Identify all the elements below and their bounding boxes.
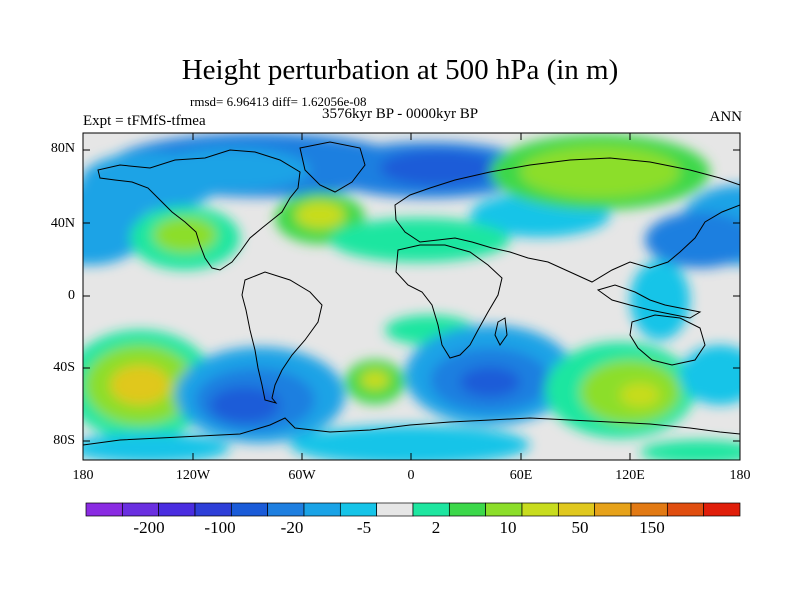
experiment-label: Expt = tFMfS-tfmea — [83, 113, 206, 129]
contour-region — [295, 201, 345, 229]
colorbar-swatch — [448, 502, 487, 517]
season-label: ANN — [709, 109, 743, 125]
contour-region — [520, 146, 680, 198]
stats-label: rmsd= 6.96413 diff= 1.62056e-08 — [190, 94, 367, 109]
colorbar-swatch — [412, 502, 450, 517]
colorbar-swatch — [485, 502, 523, 517]
colorbar-swatch — [267, 502, 305, 517]
contour-region — [83, 433, 230, 460]
period-label: 3576kyr BP - 0000kyr BP — [322, 106, 479, 122]
colorbar-swatch — [194, 502, 232, 517]
colorbar-label: -20 — [280, 518, 304, 537]
contour-region — [360, 370, 390, 390]
contour-region — [110, 365, 170, 405]
colorbar-swatch — [630, 502, 668, 517]
x-tick-label: 180 — [72, 468, 94, 483]
colorbar-swatch — [230, 502, 269, 517]
colorbar-label: -200 — [133, 518, 165, 537]
coastline-southeast-asia — [596, 284, 702, 319]
coastline-greenland — [299, 141, 366, 193]
colorbar-label: -100 — [204, 518, 236, 537]
colorbar-label: 50 — [571, 518, 589, 537]
y-tick-label: 80S — [53, 433, 75, 448]
colorbar — [85, 502, 741, 517]
coastline-africa — [395, 244, 503, 359]
contour-region — [680, 345, 740, 405]
colorbar-swatch — [85, 502, 123, 517]
coastline-north-america — [97, 149, 301, 271]
contour-field — [83, 133, 740, 460]
contour-region — [290, 425, 530, 460]
x-tick-label: 180 — [729, 468, 751, 483]
x-tick-label: 120W — [175, 468, 211, 483]
contour-region — [630, 260, 690, 340]
y-tick-label: 40N — [50, 216, 75, 231]
coastline-australia — [629, 314, 706, 366]
contour-region — [460, 367, 520, 397]
contour-region — [620, 383, 660, 407]
y-tick-label: 0 — [68, 288, 75, 303]
x-tick-label: 60W — [288, 468, 316, 483]
contour-region — [83, 185, 150, 265]
contour-region — [640, 440, 740, 460]
colorbar-swatch — [594, 502, 632, 517]
contour-region — [330, 218, 510, 262]
coastline-madagascar — [494, 317, 508, 346]
y-tick-label: 40S — [53, 360, 75, 375]
colorbar-swatch — [521, 502, 559, 517]
contour-region — [210, 387, 280, 423]
colorbar-swatch — [557, 502, 596, 517]
coastline-antarctica — [83, 417, 740, 446]
colorbar-swatch — [303, 502, 341, 517]
x-tick-label: 120E — [615, 468, 645, 483]
colorbar-swatch — [121, 502, 160, 517]
colorbar-label: 2 — [431, 518, 441, 537]
coastline-eurasia — [394, 157, 740, 283]
x-tick-label: 60E — [509, 468, 533, 483]
colorbar-swatch — [703, 502, 741, 517]
colorbar-swatch — [339, 502, 378, 517]
coastlines — [83, 141, 740, 446]
colorbar-label: 10 — [499, 518, 517, 537]
contour-region — [380, 150, 500, 186]
contour-region — [645, 212, 740, 268]
colorbar-swatch — [666, 502, 705, 517]
x-tick-label: 0 — [407, 468, 415, 483]
colorbar-label: 150 — [639, 518, 665, 537]
colorbar-swatch — [158, 502, 196, 517]
axis-ticks — [83, 133, 740, 460]
contour-region — [153, 217, 217, 253]
chart-title: Height perturbation at 500 hPa (in m) — [181, 54, 619, 86]
colorbar-label: -5 — [356, 518, 372, 537]
colorbar-swatch — [376, 502, 414, 517]
coastline-south-america — [241, 271, 323, 404]
y-tick-label: 80N — [50, 141, 75, 156]
